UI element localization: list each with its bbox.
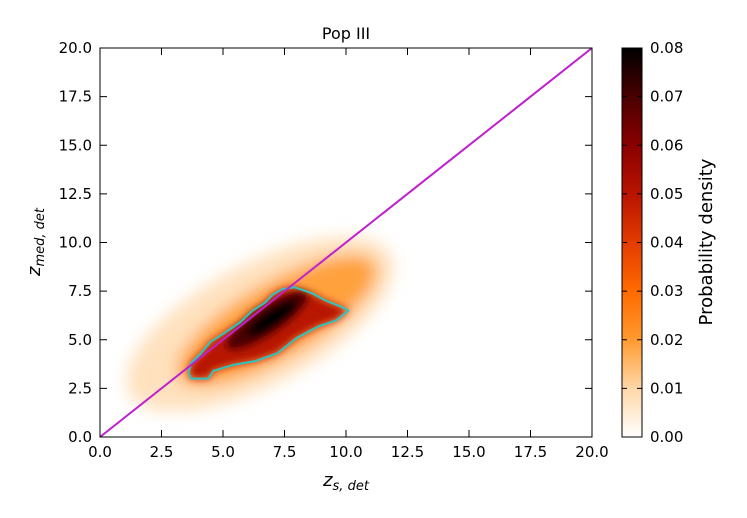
colorbar-title: Probability density: [696, 158, 717, 325]
y-tick-label: 5.0: [68, 331, 92, 349]
contour-layer: [187, 286, 350, 380]
colorbar-ticks: 0.00 0.01 0.02 0.03 0.04 0.05 0.06 0.07 0.08: [622, 39, 683, 446]
x-tick-label: 15.0: [452, 443, 485, 461]
colorbar-tick-label: 0.00: [650, 428, 683, 446]
y-tick-label: 17.5: [59, 88, 92, 106]
x-tick-label: 7.5: [273, 443, 297, 461]
colorbar-tick-label: 0.03: [650, 282, 683, 300]
x-axis-ticks: 0.0 2.5 5.0 7.5 10.0 12.5 15.0 17.5 20.0: [88, 48, 609, 461]
diagonal-layer: [100, 48, 592, 437]
y-tick-label: 2.5: [68, 379, 92, 397]
density-core: [188, 287, 349, 379]
colorbar: 0.00 0.01 0.02 0.03 0.04 0.05 0.06 0.07 0.08 Pro…: [621, 39, 717, 446]
y-axis-ticks: 0.0 2.5 5.0 7.5 10.0 12.5 15.0 17.5 20.0: [59, 39, 592, 446]
y-tick-label: 12.5: [59, 185, 92, 203]
x-tick-label: 10.0: [329, 443, 362, 461]
density-layer: [126, 236, 394, 412]
y-tick-label: 10.0: [59, 234, 92, 252]
colorbar-tick-label: 0.05: [650, 185, 683, 203]
x-tick-label: 5.0: [211, 443, 235, 461]
y-tick-label: 0.0: [68, 428, 92, 446]
colorbar-tick-label: 0.07: [650, 88, 683, 106]
x-tick-label: 0.0: [88, 443, 112, 461]
diagonal-line: [100, 48, 592, 437]
y-tick-label: 20.0: [59, 39, 92, 57]
plot-area: 0.0 2.5 5.0 7.5 10.0 12.5 15.0 17.5 20.0 0.0 2.5 5…: [59, 39, 609, 461]
contour-line: [187, 286, 350, 380]
x-axis-title: zs, det: [322, 470, 370, 494]
x-tick-label: 2.5: [150, 443, 174, 461]
x-tick-label: 20.0: [575, 443, 608, 461]
density-max: [247, 300, 298, 337]
colorbar-tick-label: 0.06: [650, 136, 683, 154]
y-axis-title: zmed, det: [24, 207, 48, 277]
y-tick-label: 15.0: [59, 136, 92, 154]
colorbar-tick-label: 0.08: [650, 39, 683, 57]
x-tick-label: 12.5: [391, 443, 424, 461]
colorbar-tick-label: 0.01: [650, 379, 683, 397]
chart-title: Pop III: [322, 24, 370, 43]
x-tick-label: 17.5: [514, 443, 547, 461]
y-tick-label: 7.5: [68, 282, 92, 300]
colorbar-tick-label: 0.02: [650, 331, 683, 349]
colorbar-tick-label: 0.04: [650, 234, 683, 252]
